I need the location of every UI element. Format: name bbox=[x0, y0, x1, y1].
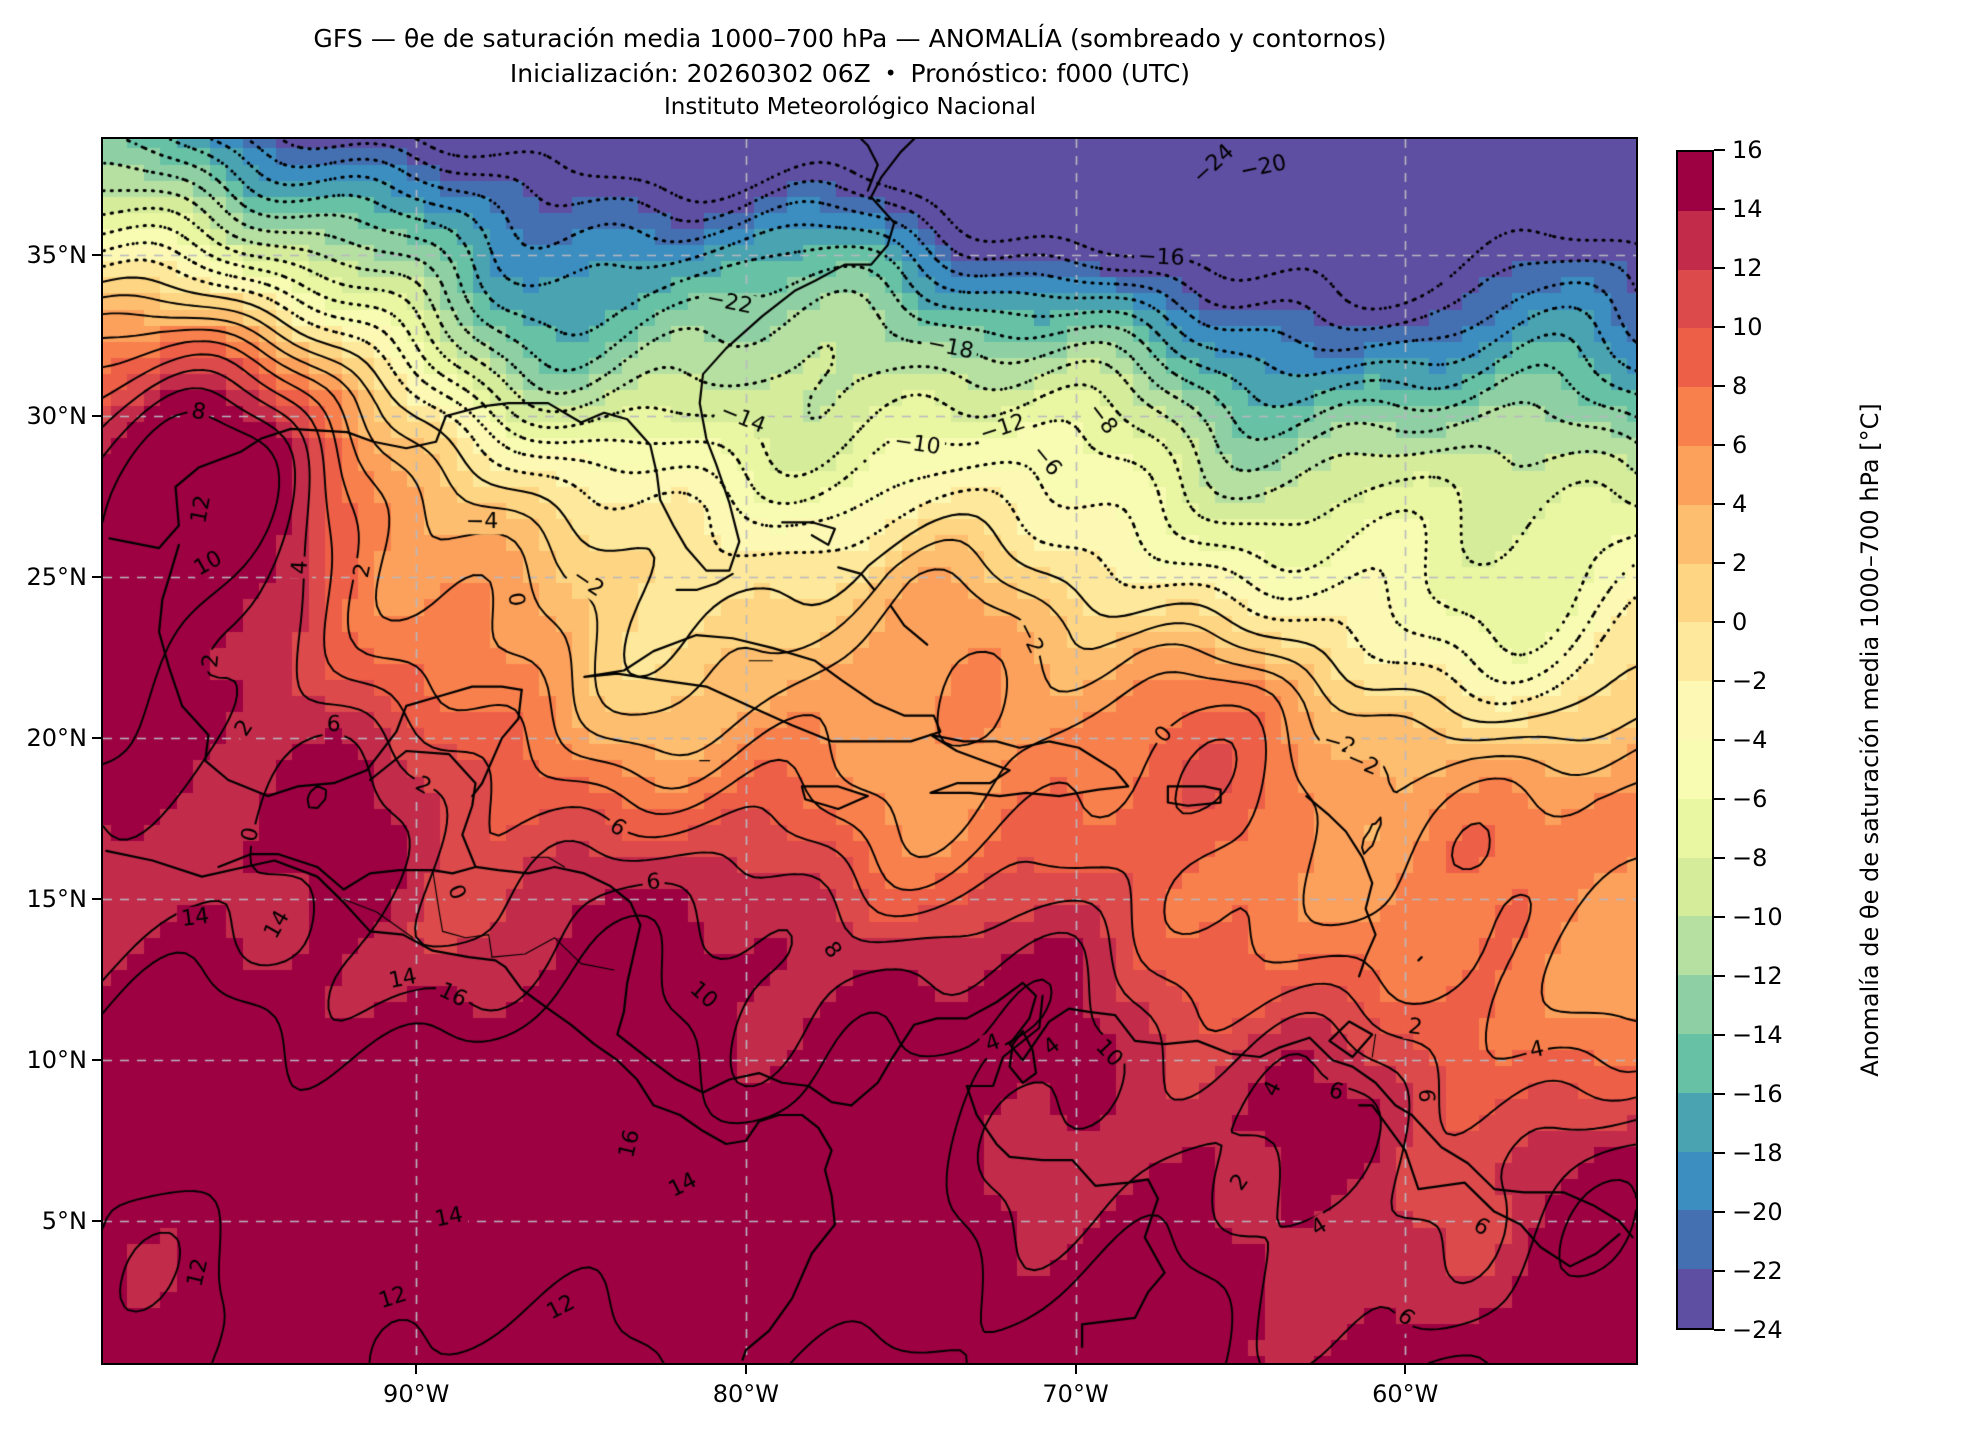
colorbar-tick-mark-16 bbox=[1714, 1093, 1725, 1095]
colorbar-tick-label-15: −14 bbox=[1732, 1021, 1783, 1049]
x-tick-mark-1 bbox=[744, 1365, 747, 1374]
colorbar-tick-mark-20 bbox=[1714, 1329, 1725, 1331]
colorbar-segment-4 bbox=[1678, 1034, 1712, 1093]
colorbar-segment-19 bbox=[1678, 152, 1712, 211]
colorbar-segment-11 bbox=[1678, 622, 1712, 682]
colorbar-tick-mark-0 bbox=[1714, 149, 1725, 151]
colorbar-tick-mark-8 bbox=[1714, 621, 1725, 623]
colorbar-tick-mark-11 bbox=[1714, 798, 1725, 800]
colorbar-tick-mark-1 bbox=[1714, 208, 1725, 210]
colorbar-tick-label-20: −24 bbox=[1732, 1316, 1783, 1344]
y-tick-label-6: 5°N bbox=[41, 1207, 87, 1236]
y-tick-label-1: 30°N bbox=[26, 402, 88, 430]
colorbar-tick-label-7: 2 bbox=[1732, 549, 1748, 577]
y-tick-mark-6 bbox=[92, 1220, 101, 1223]
y-tick-label-4: 15°N bbox=[26, 885, 88, 914]
colorbar-tick-mark-9 bbox=[1714, 680, 1725, 682]
colorbar-tick-label-18: −20 bbox=[1732, 1198, 1783, 1226]
init-label: Inicialización: 20260302 06Z bbox=[509, 59, 871, 88]
colorbar-segment-12 bbox=[1678, 563, 1712, 623]
y-tick-mark-5 bbox=[92, 1059, 101, 1062]
colorbar-tick-mark-2 bbox=[1714, 267, 1725, 269]
colorbar-tick-label-10: −4 bbox=[1732, 726, 1768, 754]
colorbar-segment-16 bbox=[1678, 328, 1712, 388]
colorbar-tick-label-2: 12 bbox=[1732, 254, 1763, 282]
colorbar-tick-label-4: 8 bbox=[1732, 372, 1748, 400]
y-tick-label-2: 25°N bbox=[26, 563, 88, 592]
colorbar-tick-mark-14 bbox=[1714, 975, 1725, 977]
figure-title-line3: Instituto Meteorológico Nacional bbox=[664, 94, 1036, 120]
colorbar-tick-mark-3 bbox=[1714, 326, 1725, 328]
y-tick-mark-2 bbox=[92, 576, 101, 579]
x-tick-label-3: 60°W bbox=[1372, 1380, 1439, 1408]
colorbar-segment-7 bbox=[1678, 857, 1712, 917]
colorbar-segment-17 bbox=[1678, 269, 1712, 329]
colorbar-tick-label-11: −6 bbox=[1732, 785, 1768, 813]
figure-title-line1: GFS — θe de saturación media 1000–700 hP… bbox=[313, 24, 1387, 53]
colorbar-segment-18 bbox=[1678, 210, 1712, 270]
colorbar-tick-label-1: 14 bbox=[1732, 195, 1763, 223]
colorbar-segment-9 bbox=[1678, 740, 1712, 799]
map-axes[interactable] bbox=[101, 137, 1638, 1365]
x-tick-mark-0 bbox=[415, 1365, 418, 1374]
x-tick-mark-2 bbox=[1074, 1365, 1077, 1374]
colorbar-segment-3 bbox=[1678, 1092, 1712, 1152]
colorbar-segment-15 bbox=[1678, 387, 1712, 447]
y-tick-mark-3 bbox=[92, 737, 101, 740]
colorbar-tick-mark-15 bbox=[1714, 1034, 1725, 1036]
colorbar-tick-mark-10 bbox=[1714, 739, 1725, 741]
x-tick-label-0: 90°W bbox=[383, 1380, 450, 1408]
colorbar-tick-label-16: −16 bbox=[1732, 1080, 1783, 1108]
contour-and-coastline-layer bbox=[103, 139, 1636, 1363]
colorbar-tick-label-9: −2 bbox=[1732, 667, 1768, 695]
y-tick-label-5: 10°N bbox=[26, 1046, 88, 1075]
colorbar-tick-label-14: −12 bbox=[1732, 962, 1783, 990]
colorbar-tick-label-17: −18 bbox=[1732, 1139, 1783, 1167]
colorbar[interactable] bbox=[1676, 150, 1714, 1330]
x-tick-label-2: 70°W bbox=[1042, 1380, 1109, 1408]
colorbar-tick-mark-19 bbox=[1714, 1270, 1725, 1272]
colorbar-tick-label-12: −8 bbox=[1732, 844, 1768, 872]
y-tick-label-3: 20°N bbox=[26, 724, 88, 753]
colorbar-segment-2 bbox=[1678, 1151, 1712, 1211]
y-tick-mark-0 bbox=[92, 253, 101, 256]
colorbar-segment-8 bbox=[1678, 798, 1712, 858]
colorbar-tick-label-5: 6 bbox=[1732, 431, 1748, 459]
colorbar-tick-label-8: 0 bbox=[1732, 608, 1748, 636]
colorbar-tick-mark-18 bbox=[1714, 1211, 1725, 1213]
figure-title-block: GFS — θe de saturación media 1000–700 hP… bbox=[0, 22, 1700, 123]
colorbar-segment-5 bbox=[1678, 975, 1712, 1035]
y-tick-mark-4 bbox=[92, 898, 101, 901]
colorbar-tick-label-3: 10 bbox=[1732, 313, 1763, 341]
colorbar-tick-label-19: −22 bbox=[1732, 1257, 1783, 1285]
figure-title-line2: Inicialización: 20260302 06Z • Pronóstico:… bbox=[0, 56, 1700, 91]
colorbar-tick-mark-12 bbox=[1714, 857, 1725, 859]
colorbar-tick-label-13: −10 bbox=[1732, 903, 1783, 931]
colorbar-segment-10 bbox=[1678, 681, 1712, 741]
colorbar-segment-1 bbox=[1678, 1210, 1712, 1270]
colorbar-tick-label-0: 16 bbox=[1732, 136, 1763, 164]
colorbar-tick-mark-13 bbox=[1714, 916, 1725, 918]
colorbar-segment-13 bbox=[1678, 504, 1712, 564]
x-tick-mark-3 bbox=[1404, 1365, 1407, 1374]
colorbar-segment-6 bbox=[1678, 916, 1712, 976]
colorbar-title: Anomalía de θe de saturación media 1000–… bbox=[1856, 403, 1884, 1077]
colorbar-tick-mark-5 bbox=[1714, 444, 1725, 446]
y-tick-label-0: 35°N bbox=[26, 240, 88, 269]
colorbar-tick-label-6: 4 bbox=[1732, 490, 1748, 518]
colorbar-tick-mark-17 bbox=[1714, 1152, 1725, 1154]
colorbar-tick-mark-7 bbox=[1714, 562, 1725, 564]
colorbar-tick-mark-4 bbox=[1714, 385, 1725, 387]
colorbar-segment-0 bbox=[1678, 1269, 1712, 1328]
y-tick-mark-1 bbox=[92, 415, 101, 417]
bullet-separator-icon: • bbox=[884, 61, 897, 85]
forecast-label: Pronóstico: f000 (UTC) bbox=[910, 59, 1191, 88]
colorbar-segment-14 bbox=[1678, 446, 1712, 505]
x-tick-label-1: 80°W bbox=[712, 1380, 779, 1408]
colorbar-tick-mark-6 bbox=[1714, 503, 1725, 505]
